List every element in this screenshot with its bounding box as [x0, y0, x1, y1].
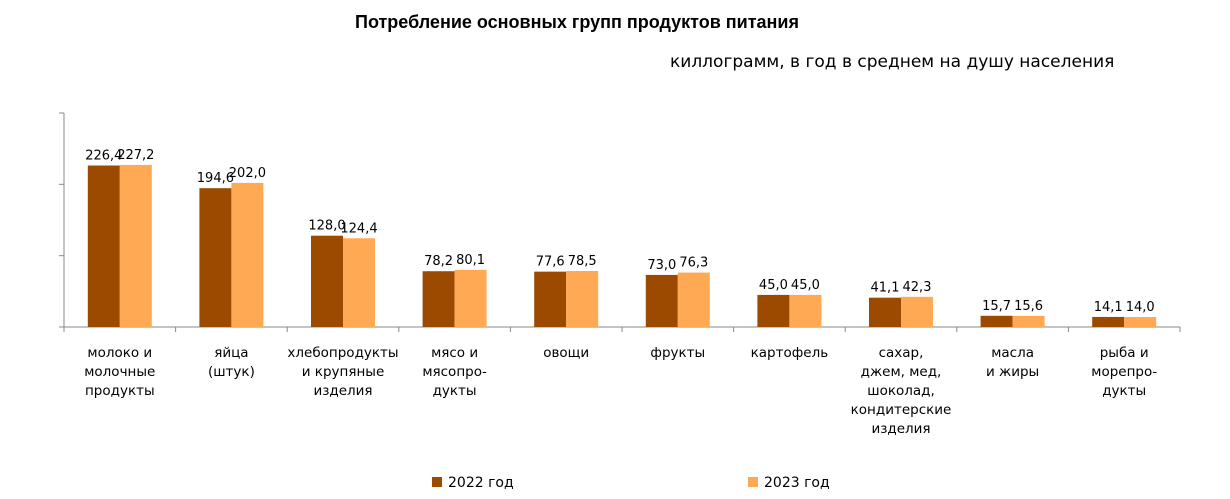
data-label: 15,6	[1014, 299, 1043, 314]
data-label: 202,0	[229, 166, 266, 181]
category-label-line: мясопро-	[422, 364, 487, 380]
bar	[311, 235, 343, 327]
legend-label: 2023 год	[764, 475, 830, 491]
category-label: хлебопродукты и крупяные изделия	[287, 345, 398, 399]
chart-title: Потребление основных групп продуктов пит…	[355, 12, 799, 32]
category-label-line: картофель	[751, 345, 829, 361]
data-label: 14,1	[1094, 300, 1123, 315]
bar	[645, 274, 678, 327]
category-label-line: морепро-	[1091, 364, 1157, 380]
data-label: 194,6	[197, 171, 234, 186]
category-label-line: масла	[991, 345, 1034, 361]
data-label: 73,0	[647, 258, 676, 273]
category-label-line: шоколад,	[867, 383, 935, 399]
category-label-line: дукты	[1102, 383, 1146, 399]
category-label-line: изделия	[871, 421, 930, 437]
legend-swatch	[748, 477, 758, 487]
category-label-line: мясо и	[431, 345, 478, 361]
bar	[1124, 317, 1157, 327]
bar	[87, 165, 120, 327]
category-label: масла и жиры	[986, 345, 1039, 380]
legend-label: 2022 год	[448, 475, 514, 491]
bar	[757, 294, 790, 327]
category-label: картофель	[751, 345, 829, 361]
bar	[980, 315, 1013, 327]
category-label-line: овощи	[543, 345, 589, 361]
bar	[677, 272, 710, 327]
category-label: молоко и молочные продукты	[84, 345, 155, 399]
bar	[869, 297, 901, 327]
category-label: овощи	[543, 345, 589, 361]
data-label: 45,0	[759, 278, 788, 293]
category-label-line: продукты	[85, 383, 155, 399]
data-label: 76,3	[679, 256, 708, 271]
category-label-line: (штук)	[208, 364, 255, 380]
category-label-line: дукты	[433, 383, 477, 399]
category-label-line: молочные	[84, 364, 155, 380]
category-label: мясо и мясопро-дукты	[422, 345, 487, 399]
bar	[343, 238, 375, 327]
bar	[789, 294, 822, 327]
bar	[231, 182, 264, 327]
category-label-line: хлебопродукты	[287, 345, 398, 361]
category-label-line: и крупяные	[302, 364, 385, 380]
category-label-line: яйца	[214, 345, 248, 361]
data-label: 15,7	[982, 299, 1011, 314]
chart-subtitle: киллограмм, в год в среднем на душу насе…	[670, 52, 1115, 72]
data-label: 128,0	[308, 219, 345, 234]
bar	[199, 188, 232, 327]
data-label: 80,1	[456, 253, 485, 268]
category-label-line: фрукты	[650, 345, 705, 361]
category-label: фрукты	[650, 345, 705, 361]
data-label: 42,3	[903, 280, 932, 295]
bar	[901, 296, 933, 327]
data-label: 78,2	[424, 254, 453, 269]
data-label: 227,2	[117, 148, 154, 163]
data-label: 78,5	[568, 254, 597, 269]
bar	[534, 271, 567, 327]
bar	[422, 271, 455, 327]
category-label-line: рыба и	[1100, 345, 1149, 361]
data-label: 14,0	[1126, 300, 1155, 315]
data-label: 41,1	[871, 281, 900, 296]
data-label: 226,4	[85, 149, 122, 164]
category-label-line: джем, мед,	[861, 364, 942, 380]
legend-swatch	[432, 477, 442, 487]
data-label: 124,4	[340, 221, 377, 236]
category-label: рыба и морепро-дукты	[1091, 345, 1157, 399]
category-label-line: и жиры	[986, 364, 1039, 380]
bar	[119, 164, 152, 327]
category-label-line: изделия	[313, 383, 372, 399]
category-label: яйца (штук)	[208, 345, 255, 380]
bar	[454, 269, 487, 327]
category-label-line: кондитерские	[851, 402, 952, 418]
bar	[1092, 316, 1125, 327]
bar	[566, 271, 599, 327]
data-label: 45,0	[791, 278, 820, 293]
category-label: сахар, джем, мед, шоколад, кондитерские изде…	[851, 345, 952, 437]
category-label-line: молоко и	[87, 345, 152, 361]
data-label: 77,6	[536, 255, 565, 270]
category-label-line: сахар,	[879, 345, 924, 361]
bar	[1012, 315, 1045, 327]
